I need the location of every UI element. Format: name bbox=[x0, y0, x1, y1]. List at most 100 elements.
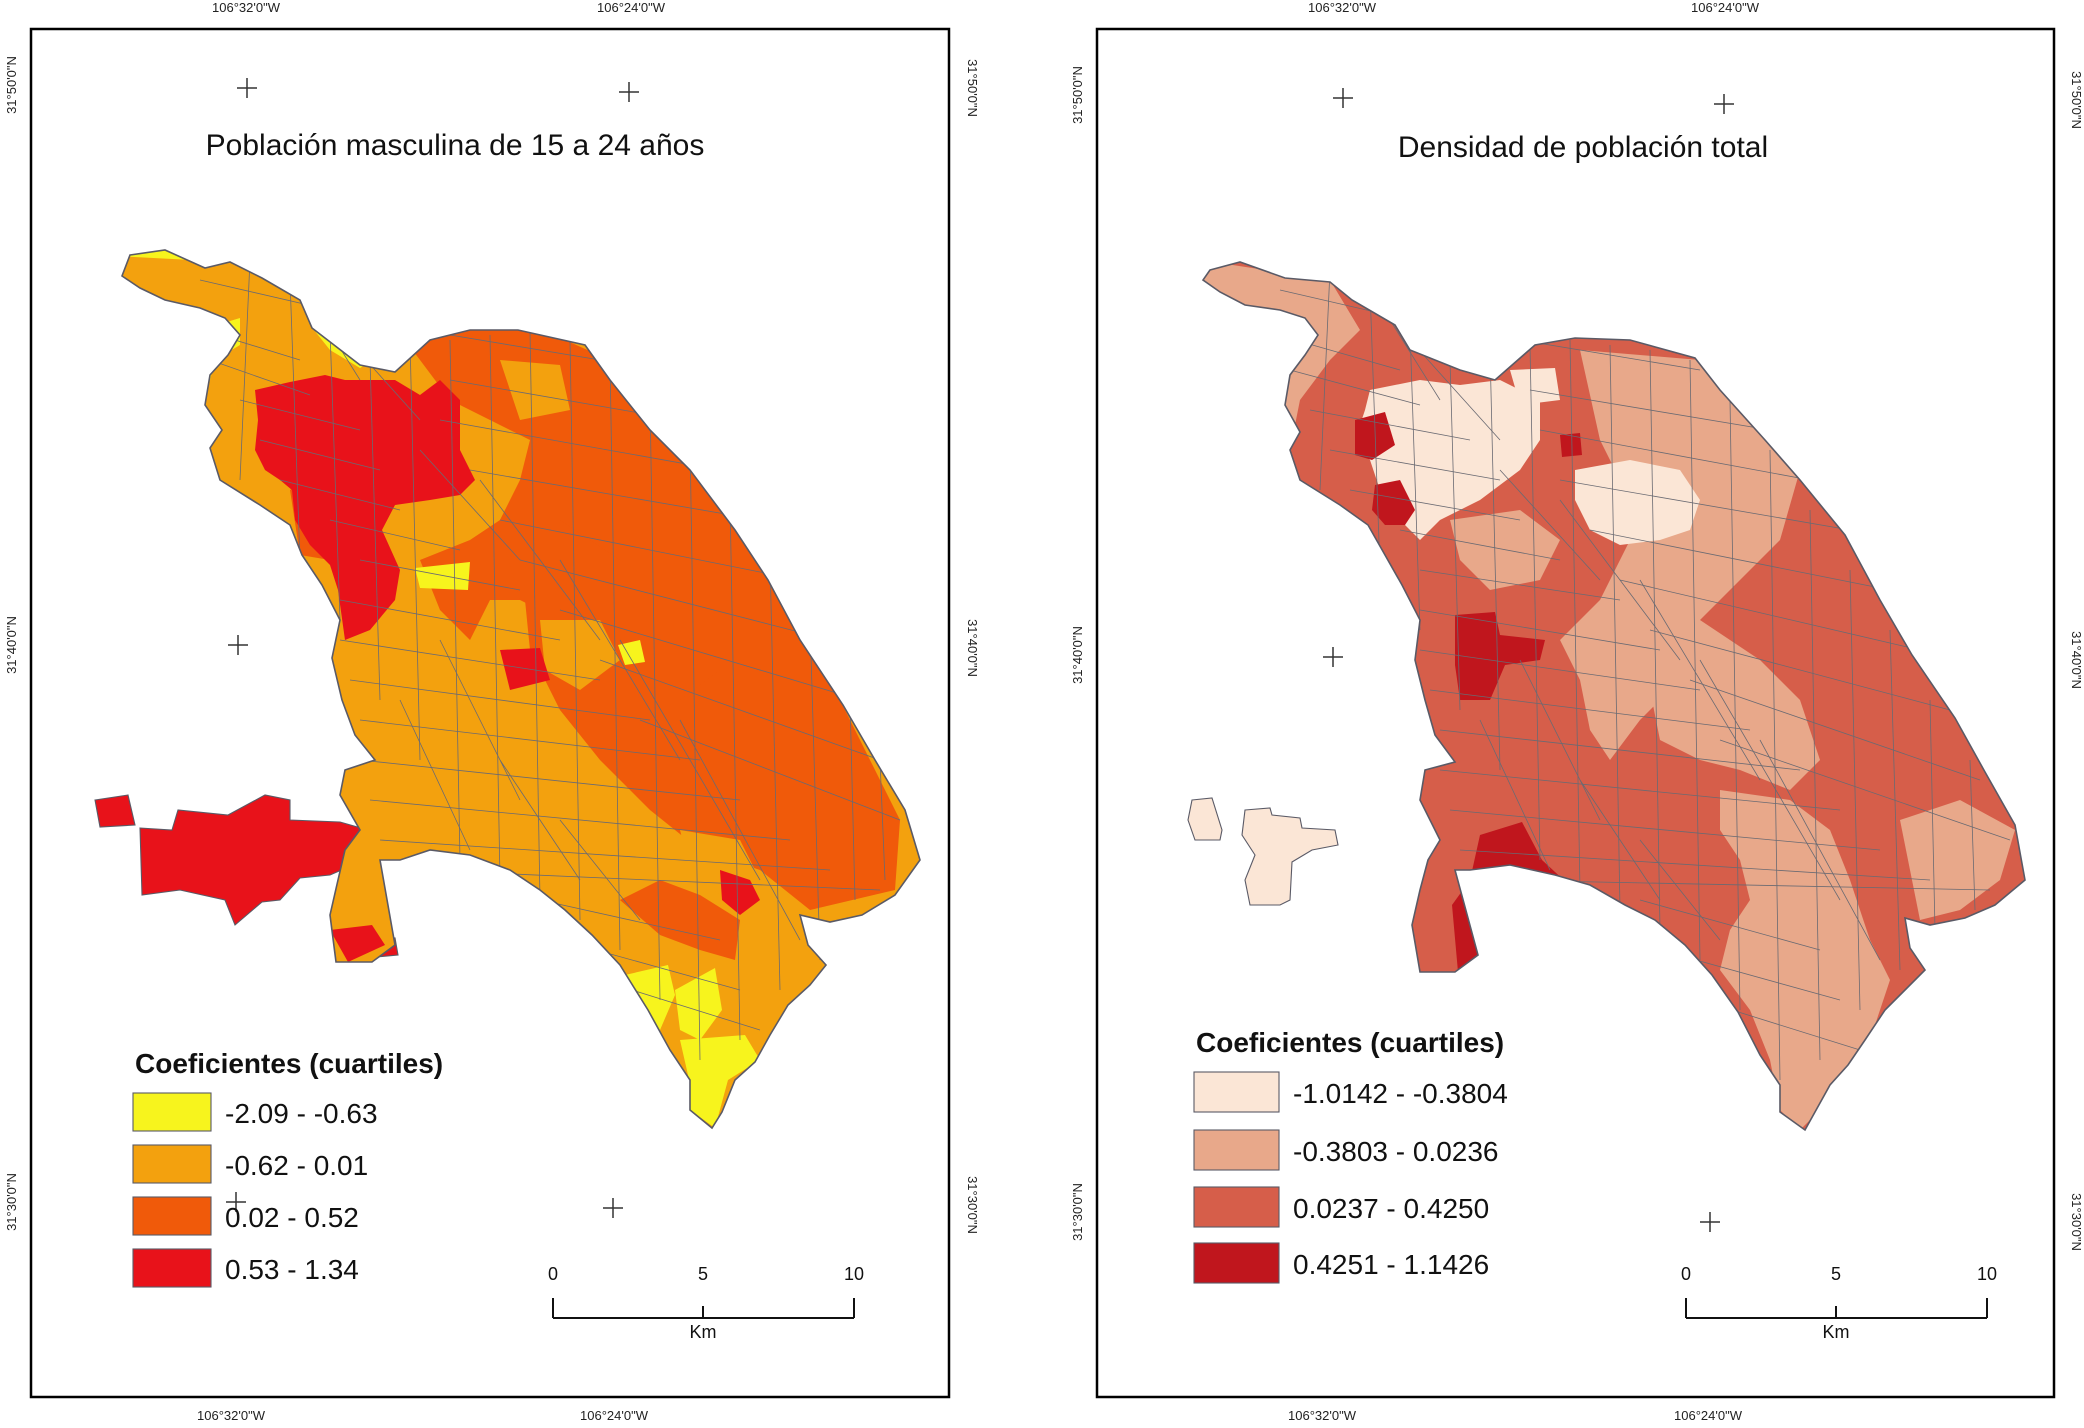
legend-swatch bbox=[1193, 1186, 1280, 1228]
zone bbox=[1510, 368, 1560, 405]
tract-boundary bbox=[169, 279, 901, 1031]
bottom-lon-label: 106°24'0"W bbox=[1674, 1408, 1743, 1423]
zone bbox=[1560, 433, 1582, 457]
right-lat-label: 31°40'0"N bbox=[2069, 631, 2084, 689]
map-frame-b bbox=[1095, 27, 2056, 1399]
zone bbox=[1560, 350, 1800, 760]
left-lat-label: 31°30'0"N bbox=[4, 1173, 19, 1231]
graticule-crosses-b bbox=[1323, 88, 1734, 1232]
tract-boundary bbox=[239, 259, 886, 1061]
city-outline-b bbox=[1201, 261, 2026, 1132]
city-outline-a bbox=[121, 249, 921, 1130]
legend-title: Coeficientes (cuartiles) bbox=[135, 1048, 443, 1079]
scale-tick-label: 0 bbox=[1681, 1264, 1691, 1284]
graticule-cross bbox=[1700, 1212, 1720, 1232]
legend-swatch bbox=[1193, 1129, 1280, 1171]
bottom-lon-label: 106°24'0"W bbox=[580, 1408, 649, 1423]
legend-label: 0.02 - 0.52 bbox=[225, 1202, 359, 1233]
zone bbox=[720, 870, 760, 915]
top-lon-label: 106°24'0"W bbox=[1691, 0, 1760, 15]
scale-bar-line bbox=[552, 1298, 855, 1319]
tract bbox=[1241, 807, 1339, 906]
choropleth-b bbox=[1187, 261, 2026, 1132]
map-title-b: Densidad de población total bbox=[1398, 131, 1768, 164]
legend-label: -0.62 - 0.01 bbox=[225, 1150, 368, 1181]
left-lat-label: 31°50'0"N bbox=[1070, 66, 1085, 124]
right-lat-label: 31°50'0"N bbox=[965, 59, 980, 117]
legend-label: -0.3803 - 0.0236 bbox=[1293, 1136, 1499, 1167]
left-lat-label: 31°50'0"N bbox=[4, 56, 19, 114]
scale-tick-label: 5 bbox=[698, 1264, 708, 1284]
map-panel-a: 106°32'0"W 106°24'0"W 106°32'0"W 106°24'… bbox=[4, 0, 980, 1423]
coordinate-labels-b: 106°32'0"W 106°24'0"W 106°32'0"W 106°24'… bbox=[1070, 0, 2084, 1423]
tract-boundaries-a bbox=[169, 259, 901, 1061]
map-frame-a bbox=[29, 27, 951, 1399]
right-lat-label: 31°30'0"N bbox=[2069, 1193, 2084, 1251]
graticule-cross bbox=[1323, 647, 1343, 667]
legend-swatch bbox=[1193, 1242, 1280, 1284]
graticule-crosses-a bbox=[226, 78, 639, 1218]
bottom-lon-label: 106°32'0"W bbox=[197, 1408, 266, 1423]
right-lat-label: 31°30'0"N bbox=[965, 1176, 980, 1234]
graticule-cross bbox=[1714, 94, 1734, 114]
zone bbox=[540, 620, 620, 690]
legend-title: Coeficientes (cuartiles) bbox=[1196, 1027, 1504, 1058]
scale-tick-label: 5 bbox=[1831, 1264, 1841, 1284]
zone bbox=[500, 520, 720, 700]
scale-unit-label: Km bbox=[690, 1322, 717, 1342]
graticule-cross bbox=[237, 78, 257, 98]
coordinate-labels-a: 106°32'0"W 106°24'0"W 106°32'0"W 106°24'… bbox=[4, 0, 980, 1423]
left-lat-label: 31°40'0"N bbox=[1070, 626, 1085, 684]
legend-a: Coeficientes (cuartiles) -2.09 - -0.63 -… bbox=[132, 1048, 443, 1288]
scale-unit-label: Km bbox=[1823, 1322, 1850, 1342]
tract-boundary bbox=[1319, 269, 1976, 1081]
tract bbox=[94, 794, 136, 828]
legend-swatch bbox=[132, 1144, 212, 1184]
scale-tick-label: 0 bbox=[548, 1264, 558, 1284]
zone bbox=[330, 925, 385, 962]
zone bbox=[1575, 460, 1700, 545]
bottom-lon-label: 106°32'0"W bbox=[1288, 1408, 1357, 1423]
legend-b: Coeficientes (cuartiles) -1.0142 - -0.38… bbox=[1193, 1027, 1508, 1284]
legend-label: -1.0142 - -0.3804 bbox=[1293, 1078, 1508, 1109]
zone bbox=[675, 968, 722, 1040]
scale-bar-line bbox=[1685, 1298, 1988, 1319]
legend-label: -2.09 - -0.63 bbox=[225, 1098, 378, 1129]
scale-bar-a: 0 5 10 Km bbox=[548, 1264, 864, 1342]
zone bbox=[500, 648, 550, 690]
tract-boundaries-b bbox=[1259, 269, 2011, 1081]
legend-swatch bbox=[132, 1196, 212, 1236]
graticule-cross bbox=[226, 1192, 246, 1212]
left-lat-label: 31°40'0"N bbox=[4, 616, 19, 674]
zone bbox=[415, 562, 470, 590]
scale-tick-label: 10 bbox=[1977, 1264, 1997, 1284]
tract-boundary bbox=[1389, 319, 1881, 961]
zone bbox=[1372, 480, 1415, 525]
map-panel-b: 106°32'0"W 106°24'0"W 106°32'0"W 106°24'… bbox=[1070, 0, 2084, 1423]
legend-swatch bbox=[1193, 1071, 1280, 1113]
legend-swatch bbox=[132, 1092, 212, 1132]
legend-label: 0.4251 - 1.1426 bbox=[1293, 1249, 1489, 1280]
tract bbox=[1187, 797, 1223, 841]
tract-boundary bbox=[1259, 289, 2011, 1051]
zone bbox=[255, 375, 475, 640]
left-lat-label: 31°30'0"N bbox=[1070, 1183, 1085, 1241]
legend-label: 0.53 - 1.34 bbox=[225, 1254, 359, 1285]
zone bbox=[500, 360, 570, 420]
map-title-a: Población masculina de 15 a 24 años bbox=[206, 129, 705, 162]
graticule-cross bbox=[619, 82, 639, 102]
zone bbox=[1203, 262, 2025, 1130]
graticule-cross bbox=[603, 1198, 623, 1218]
legend-label: 0.0237 - 0.4250 bbox=[1293, 1193, 1489, 1224]
legend-swatch bbox=[132, 1248, 212, 1288]
graticule-cross bbox=[228, 635, 248, 655]
zone bbox=[620, 880, 740, 960]
top-lon-label: 106°24'0"W bbox=[597, 0, 666, 15]
right-lat-label: 31°40'0"N bbox=[965, 619, 980, 677]
graticule-cross bbox=[1333, 88, 1353, 108]
scale-bar-b: 0 5 10 Km bbox=[1681, 1264, 1997, 1342]
top-lon-label: 106°32'0"W bbox=[1308, 0, 1377, 15]
right-lat-label: 31°50'0"N bbox=[2069, 71, 2084, 129]
zone bbox=[1455, 612, 1545, 700]
